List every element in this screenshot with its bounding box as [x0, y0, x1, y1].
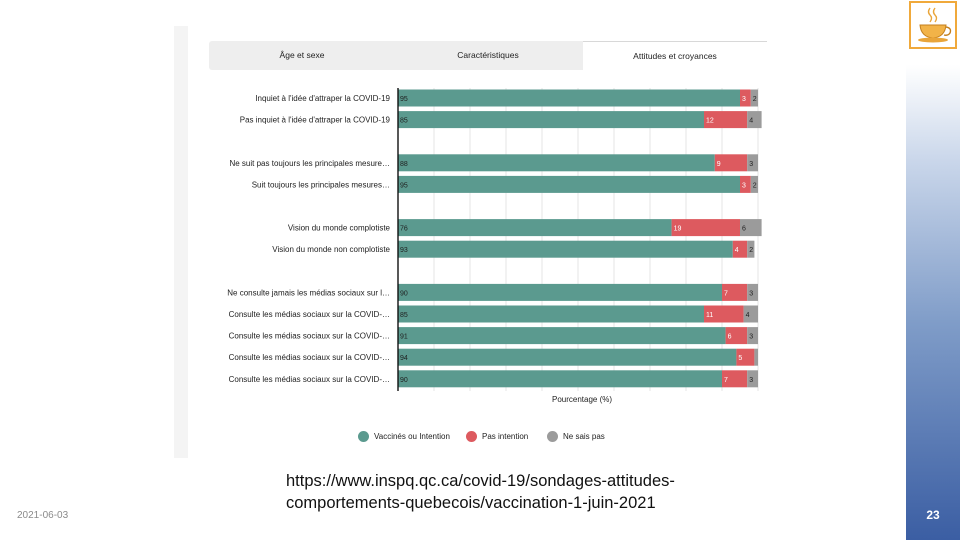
category-label: Ne consulte jamais les médias sociaux su…: [227, 288, 390, 297]
data-label: 4: [749, 118, 753, 125]
bar-segment[interactable]: [671, 219, 740, 237]
data-label: 19: [674, 226, 682, 233]
bar-segment[interactable]: [398, 327, 726, 345]
bar-segment[interactable]: [722, 283, 748, 301]
legend-swatch-pas-intention: [466, 430, 477, 442]
tab-attitudes-croyances[interactable]: Attitudes et croyances: [583, 41, 767, 70]
category-label: Vision du monde complotiste: [288, 224, 391, 233]
slide-date: 2021-06-03: [17, 510, 69, 521]
bar-segment[interactable]: [740, 175, 751, 193]
bar-segment[interactable]: [398, 283, 722, 301]
bar-segment[interactable]: [398, 111, 704, 129]
category-label: Consulte les médias sociaux sur la COVID…: [229, 353, 390, 362]
data-label: 90: [400, 377, 408, 384]
data-label: 3: [749, 377, 753, 384]
data-label: 93: [400, 247, 408, 254]
data-label: 9: [717, 161, 721, 168]
data-label: 12: [706, 118, 714, 125]
bar-segment[interactable]: [747, 327, 758, 345]
data-label: 90: [400, 290, 408, 297]
bar-segment[interactable]: [722, 370, 748, 388]
data-label: 4: [735, 247, 739, 254]
category-label: Consulte les médias sociaux sur la COVID…: [229, 310, 390, 319]
legend-item-ne-sais-pas[interactable]: Ne sais pas: [547, 429, 605, 443]
data-label: 95: [400, 96, 408, 103]
bar-segment[interactable]: [725, 327, 748, 345]
category-label: Pas inquiet à l'idée d'attraper la COVID…: [240, 116, 391, 125]
legend-item-pas-intention[interactable]: Pas intention: [466, 429, 528, 443]
category-label: Inquiet à l'idée d'attraper la COVID-19: [255, 94, 390, 103]
bar-segment[interactable]: [704, 305, 744, 323]
data-label: 85: [400, 312, 408, 319]
bar-segment[interactable]: [754, 348, 758, 366]
data-label: 3: [742, 96, 746, 103]
bar-segment[interactable]: [398, 370, 722, 388]
bar-segment[interactable]: [747, 370, 758, 388]
coffee-cup-icon: [909, 1, 957, 49]
bar-segment[interactable]: [398, 240, 733, 258]
bar-segment[interactable]: [736, 348, 755, 366]
data-label: 3: [749, 290, 753, 297]
data-label: 2: [753, 96, 757, 103]
bar-segment[interactable]: [740, 219, 762, 237]
data-label: 91: [400, 334, 408, 341]
bar-segment[interactable]: [398, 348, 737, 366]
bar-segment[interactable]: [398, 219, 672, 237]
data-label: 6: [728, 334, 732, 341]
bar-segment[interactable]: [747, 111, 762, 129]
tab-age-sexe[interactable]: Âge et sexe: [279, 50, 325, 60]
bar-segment[interactable]: [398, 154, 715, 172]
panel-edge: [174, 26, 188, 458]
category-label: Ne suit pas toujours les principales mes…: [229, 159, 390, 168]
data-label: 3: [749, 161, 753, 168]
source-url[interactable]: https://www.inspq.qc.ca/covid-19/sondage…: [286, 472, 675, 512]
category-label: Consulte les médias sociaux sur la COVID…: [229, 332, 390, 341]
legend-item-vaccines[interactable]: Vaccinés ou Intention: [358, 429, 450, 443]
page-number: 23: [926, 508, 940, 522]
data-label: 4: [746, 312, 750, 319]
bar-segment[interactable]: [704, 111, 748, 129]
bar-segment[interactable]: [732, 240, 748, 258]
legend-label-ne-sais-pas: Ne sais pas: [563, 431, 605, 441]
x-axis-label: Pourcentage (%): [552, 395, 612, 404]
legend-label-vaccines: Vaccinés ou Intention: [374, 431, 450, 441]
data-label: 88: [400, 161, 408, 168]
category-label: Suit toujours les principales mesures…: [252, 180, 390, 189]
data-label: 94: [400, 355, 408, 362]
data-label: 95: [400, 182, 408, 189]
bar-segment[interactable]: [740, 89, 751, 107]
legend-label-pas-intention: Pas intention: [482, 431, 529, 441]
category-label: Vision du monde non complotiste: [272, 245, 390, 254]
data-label: 6: [742, 226, 746, 233]
data-label: 7: [724, 377, 728, 384]
bar-segment[interactable]: [747, 240, 755, 258]
slide-side-band: [906, 0, 960, 540]
legend-swatch-ne-sais-pas: [547, 430, 558, 442]
data-label: 85: [400, 118, 408, 125]
data-label: 2: [749, 247, 753, 254]
bar-segment[interactable]: [750, 89, 758, 107]
data-label: 3: [742, 182, 746, 189]
tab-bar: Âge et sexe Caractéristiques Attitudes e…: [209, 41, 767, 70]
data-label: 76: [400, 226, 408, 233]
data-label: 2: [753, 182, 757, 189]
data-label: 7: [724, 290, 728, 297]
category-label: Consulte les médias sociaux sur la COVID…: [229, 375, 390, 384]
data-label: 3: [749, 334, 753, 341]
bar-segment[interactable]: [398, 175, 740, 193]
bar-segment[interactable]: [714, 154, 748, 172]
data-label: 11: [706, 312, 713, 319]
bar-segment[interactable]: [743, 305, 758, 323]
legend-swatch-vaccines: [358, 430, 369, 442]
bar-segment[interactable]: [750, 175, 758, 193]
bar-segment[interactable]: [747, 283, 758, 301]
bar-segment[interactable]: [398, 305, 704, 323]
data-label: 5: [738, 355, 742, 362]
bar-segment[interactable]: [747, 154, 758, 172]
tab-caracteristiques[interactable]: Caractéristiques: [457, 50, 519, 60]
bar-segment[interactable]: [398, 89, 740, 107]
